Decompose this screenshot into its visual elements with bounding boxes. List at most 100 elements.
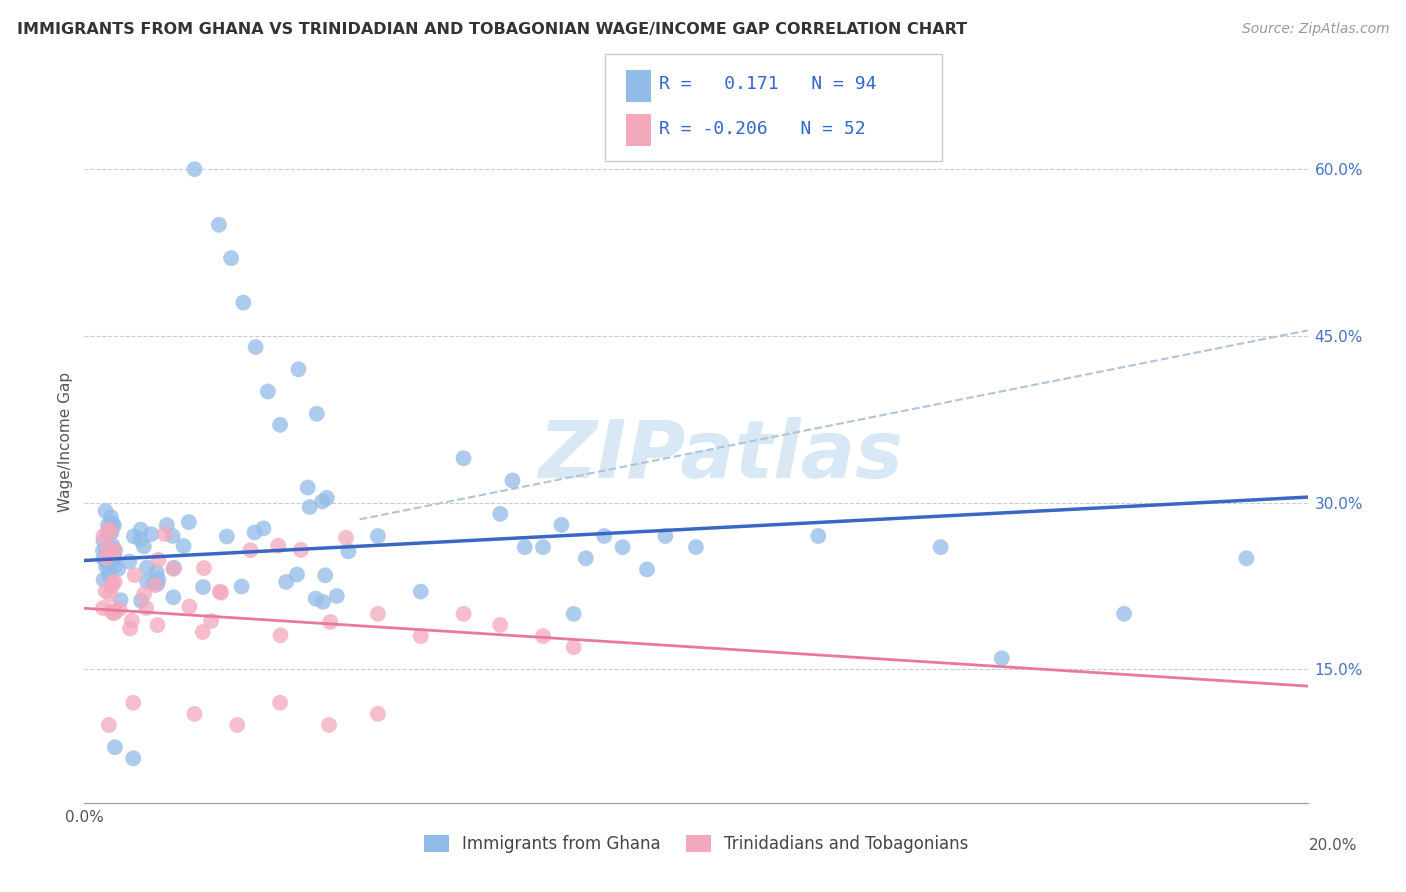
Point xyxy=(298,500,321,514)
Point xyxy=(129,523,152,537)
Point xyxy=(562,640,585,655)
Point xyxy=(122,751,145,765)
Point xyxy=(122,696,145,710)
Point xyxy=(98,566,121,581)
Point xyxy=(453,451,475,466)
Point xyxy=(409,584,432,599)
Point xyxy=(134,587,156,601)
Point xyxy=(562,607,585,621)
Point xyxy=(122,529,145,543)
Point xyxy=(97,517,120,532)
Point xyxy=(104,543,127,558)
Point xyxy=(93,573,115,587)
Point xyxy=(94,504,117,518)
Point xyxy=(209,585,232,599)
Point xyxy=(513,540,536,554)
Point xyxy=(135,560,157,574)
Point xyxy=(183,162,205,177)
Point xyxy=(118,555,141,569)
Point xyxy=(153,527,176,541)
Point xyxy=(94,542,117,557)
Point xyxy=(104,558,127,573)
Point xyxy=(129,593,152,607)
Point xyxy=(305,407,328,421)
Point xyxy=(531,540,554,554)
Point xyxy=(304,591,326,606)
Point xyxy=(219,251,242,265)
Legend: Immigrants from Ghana, Trinidadians and Tobagonians: Immigrants from Ghana, Trinidadians and … xyxy=(418,828,974,860)
Point xyxy=(285,567,308,582)
Point xyxy=(685,540,707,554)
Point xyxy=(91,601,114,615)
Point xyxy=(108,602,131,616)
Point xyxy=(315,491,337,505)
Point xyxy=(103,548,125,562)
Point xyxy=(183,706,205,721)
Point xyxy=(269,417,291,432)
Point xyxy=(208,584,231,599)
Point xyxy=(807,529,830,543)
Point xyxy=(287,362,309,376)
Point xyxy=(276,574,298,589)
Point xyxy=(179,599,201,614)
Point xyxy=(173,539,195,553)
Point xyxy=(97,552,120,566)
Point xyxy=(97,541,120,555)
Point xyxy=(101,516,124,531)
Point xyxy=(100,510,122,524)
Point xyxy=(132,539,155,553)
Point xyxy=(409,629,432,643)
Point xyxy=(93,529,115,543)
Point xyxy=(367,529,389,543)
Text: R = -0.206   N = 52: R = -0.206 N = 52 xyxy=(659,120,866,137)
Point xyxy=(297,481,319,495)
Point xyxy=(311,494,333,508)
Point xyxy=(215,529,238,543)
Point xyxy=(94,553,117,567)
Text: 20.0%: 20.0% xyxy=(1309,838,1357,853)
Point xyxy=(135,601,157,615)
Point xyxy=(103,551,125,566)
Point xyxy=(991,651,1014,665)
Point xyxy=(1114,607,1136,621)
Point xyxy=(208,218,231,232)
Point xyxy=(148,553,170,567)
Text: Source: ZipAtlas.com: Source: ZipAtlas.com xyxy=(1241,22,1389,37)
Point xyxy=(162,562,184,576)
Point xyxy=(98,568,121,582)
Point xyxy=(129,533,152,547)
Point xyxy=(97,526,120,541)
Point xyxy=(531,629,554,643)
Text: ZIPatlas: ZIPatlas xyxy=(538,417,903,495)
Point xyxy=(1236,551,1258,566)
Point xyxy=(148,573,170,587)
Point xyxy=(191,625,214,640)
Point xyxy=(121,614,143,628)
Point xyxy=(239,543,262,558)
Point xyxy=(367,706,389,721)
Point xyxy=(97,523,120,537)
Text: R =   0.171   N = 94: R = 0.171 N = 94 xyxy=(659,76,877,94)
Point xyxy=(104,543,127,558)
Point xyxy=(98,587,121,601)
Point xyxy=(100,525,122,540)
Point xyxy=(319,615,342,629)
Point xyxy=(337,544,360,558)
Point xyxy=(290,543,312,558)
Point xyxy=(100,525,122,540)
Point xyxy=(335,531,357,545)
Point xyxy=(226,718,249,732)
Point xyxy=(124,568,146,582)
Point xyxy=(453,607,475,621)
Point xyxy=(97,718,120,732)
Point xyxy=(96,557,118,571)
Point xyxy=(101,546,124,560)
Point xyxy=(93,551,115,566)
Point xyxy=(110,593,132,607)
Point xyxy=(141,527,163,541)
Point xyxy=(326,589,349,603)
Point xyxy=(177,515,200,529)
Point xyxy=(93,533,115,548)
Point xyxy=(367,607,389,621)
Point xyxy=(257,384,280,399)
